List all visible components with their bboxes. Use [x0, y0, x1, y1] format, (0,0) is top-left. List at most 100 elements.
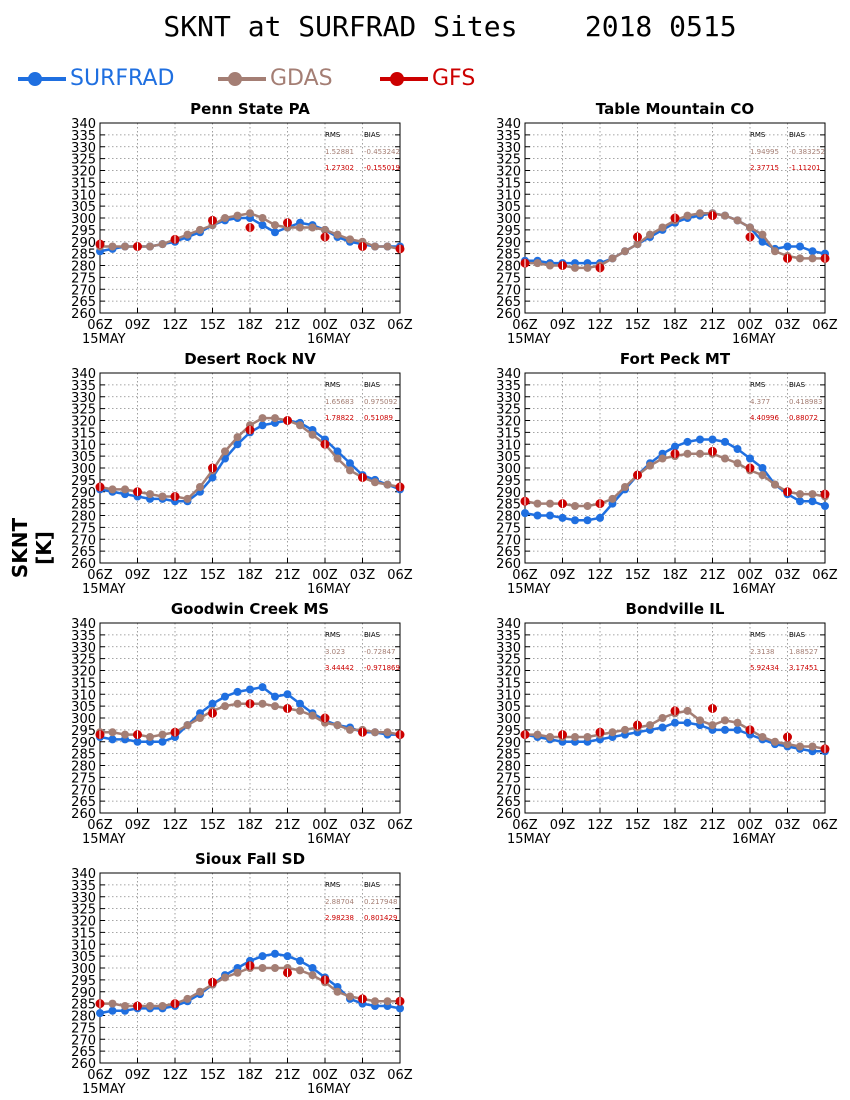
x-tick-label: 15Z: [200, 818, 226, 833]
stats-gfs-bias: -0.155019: [364, 164, 400, 172]
stats-gfs-bias: 0.51089: [364, 414, 393, 422]
x-tick-label: 18Z: [237, 1068, 263, 1083]
y-tick-label: 320: [496, 665, 521, 680]
point-gdas: [783, 740, 792, 749]
point-gdas: [696, 716, 704, 725]
x-tick-label: 18Z: [237, 568, 263, 583]
point-gdas: [621, 483, 629, 491]
point-gdas: [646, 461, 654, 470]
point-gdas: [221, 702, 229, 711]
point-gdas: [271, 702, 279, 711]
point-surfrad: [571, 516, 579, 525]
point-gdas: [121, 730, 129, 739]
point-gdas: [183, 230, 192, 239]
y-tick-label: 290: [496, 236, 521, 251]
x-tick-label: 06Z: [87, 1068, 113, 1083]
x-tick-label: 12Z: [162, 1068, 188, 1083]
point-surfrad: [108, 735, 117, 744]
point-surfrad: [783, 242, 792, 251]
point-gdas: [321, 225, 329, 234]
y-tick-label: 320: [496, 415, 521, 430]
point-surfrad: [296, 699, 304, 708]
point-gdas: [108, 485, 117, 494]
stats-gfs-rms: 2.98238: [325, 914, 354, 922]
point-gdas: [271, 964, 279, 972]
point-gdas: [333, 721, 342, 730]
point-gdas: [258, 964, 267, 972]
y-tick-label: 260: [496, 807, 521, 822]
point-gdas: [146, 242, 154, 251]
point-surfrad: [296, 956, 304, 965]
point-gdas: [258, 414, 267, 423]
x-date-label: 16MAY: [307, 832, 351, 847]
stats-gdas-bias: 0.418983: [789, 398, 822, 406]
panel-title: Penn State PA: [190, 100, 310, 118]
y-tick-label: 295: [496, 474, 521, 489]
x-tick-label: 03Z: [350, 1068, 376, 1083]
point-surfrad: [596, 513, 604, 522]
x-tick-label: 12Z: [587, 818, 613, 833]
y-tick-label: 310: [71, 938, 96, 953]
x-tick-label: 21Z: [275, 318, 301, 333]
point-gdas: [121, 242, 129, 251]
stats-header-rms: RMS: [750, 131, 766, 139]
panel-title: Bondville IL: [626, 600, 725, 618]
y-tick-label: 280: [71, 510, 96, 525]
y-tick-label: 330: [71, 891, 96, 906]
y-tick-label: 275: [71, 521, 96, 536]
x-tick-label: 12Z: [162, 818, 188, 833]
y-tick-label: 275: [496, 271, 521, 286]
y-tick-label: 320: [71, 915, 96, 930]
point-gdas: [696, 209, 704, 218]
x-tick-label: 03Z: [350, 318, 376, 333]
panel-title: Sioux Fall SD: [195, 850, 305, 868]
point-surfrad: [683, 718, 692, 727]
point-gdas: [758, 230, 767, 239]
point-gdas: [383, 997, 392, 1006]
y-tick-label: 325: [496, 653, 521, 668]
point-gdas: [196, 987, 204, 996]
x-date-label: 16MAY: [307, 582, 351, 597]
y-tick-label: 305: [496, 200, 521, 215]
point-gdas: [158, 240, 167, 249]
x-date-label: 16MAY: [307, 1082, 351, 1097]
y-tick-label: 265: [71, 295, 96, 310]
point-gdas: [721, 716, 729, 725]
y-tick-label: 305: [71, 450, 96, 465]
x-date-label: 15MAY: [507, 332, 551, 347]
point-surfrad: [733, 725, 742, 734]
x-tick-label: 00Z: [312, 1068, 338, 1083]
point-surfrad: [683, 437, 692, 446]
x-tick-label: 21Z: [275, 568, 301, 583]
y-tick-label: 260: [496, 307, 521, 322]
point-gdas: [646, 721, 654, 730]
y-tick-label: 335: [71, 879, 96, 894]
y-tick-label: 285: [71, 998, 96, 1013]
point-surfrad: [808, 497, 817, 506]
y-tick-label: 330: [71, 641, 96, 656]
x-tick-label: 06Z: [512, 818, 538, 833]
point-gdas: [371, 728, 379, 737]
y-tick-label: 305: [496, 700, 521, 715]
x-tick-label: 12Z: [587, 568, 613, 583]
y-tick-label: 280: [496, 260, 521, 275]
x-date-label: 16MAY: [732, 832, 776, 847]
point-surfrad: [658, 723, 667, 732]
x-tick-label: 09Z: [125, 1068, 151, 1083]
point-gdas: [796, 742, 804, 751]
stats-gdas-bias: 0.975092: [364, 398, 397, 406]
point-gdas: [221, 973, 229, 982]
point-gdas: [233, 699, 242, 708]
point-gdas: [808, 742, 817, 751]
x-tick-label: 21Z: [700, 318, 726, 333]
y-tick-label: 315: [496, 426, 521, 441]
point-gdas: [308, 223, 317, 232]
x-tick-label: 09Z: [125, 818, 151, 833]
point-gdas: [296, 706, 304, 715]
x-tick-label: 09Z: [550, 318, 576, 333]
y-tick-label: 325: [496, 153, 521, 168]
stats-header-bias: BIAS: [364, 881, 381, 889]
point-gdas: [758, 733, 767, 741]
stats-header-bias: BIAS: [364, 131, 381, 139]
stats-gdas-rms: 1.65683: [325, 398, 354, 406]
